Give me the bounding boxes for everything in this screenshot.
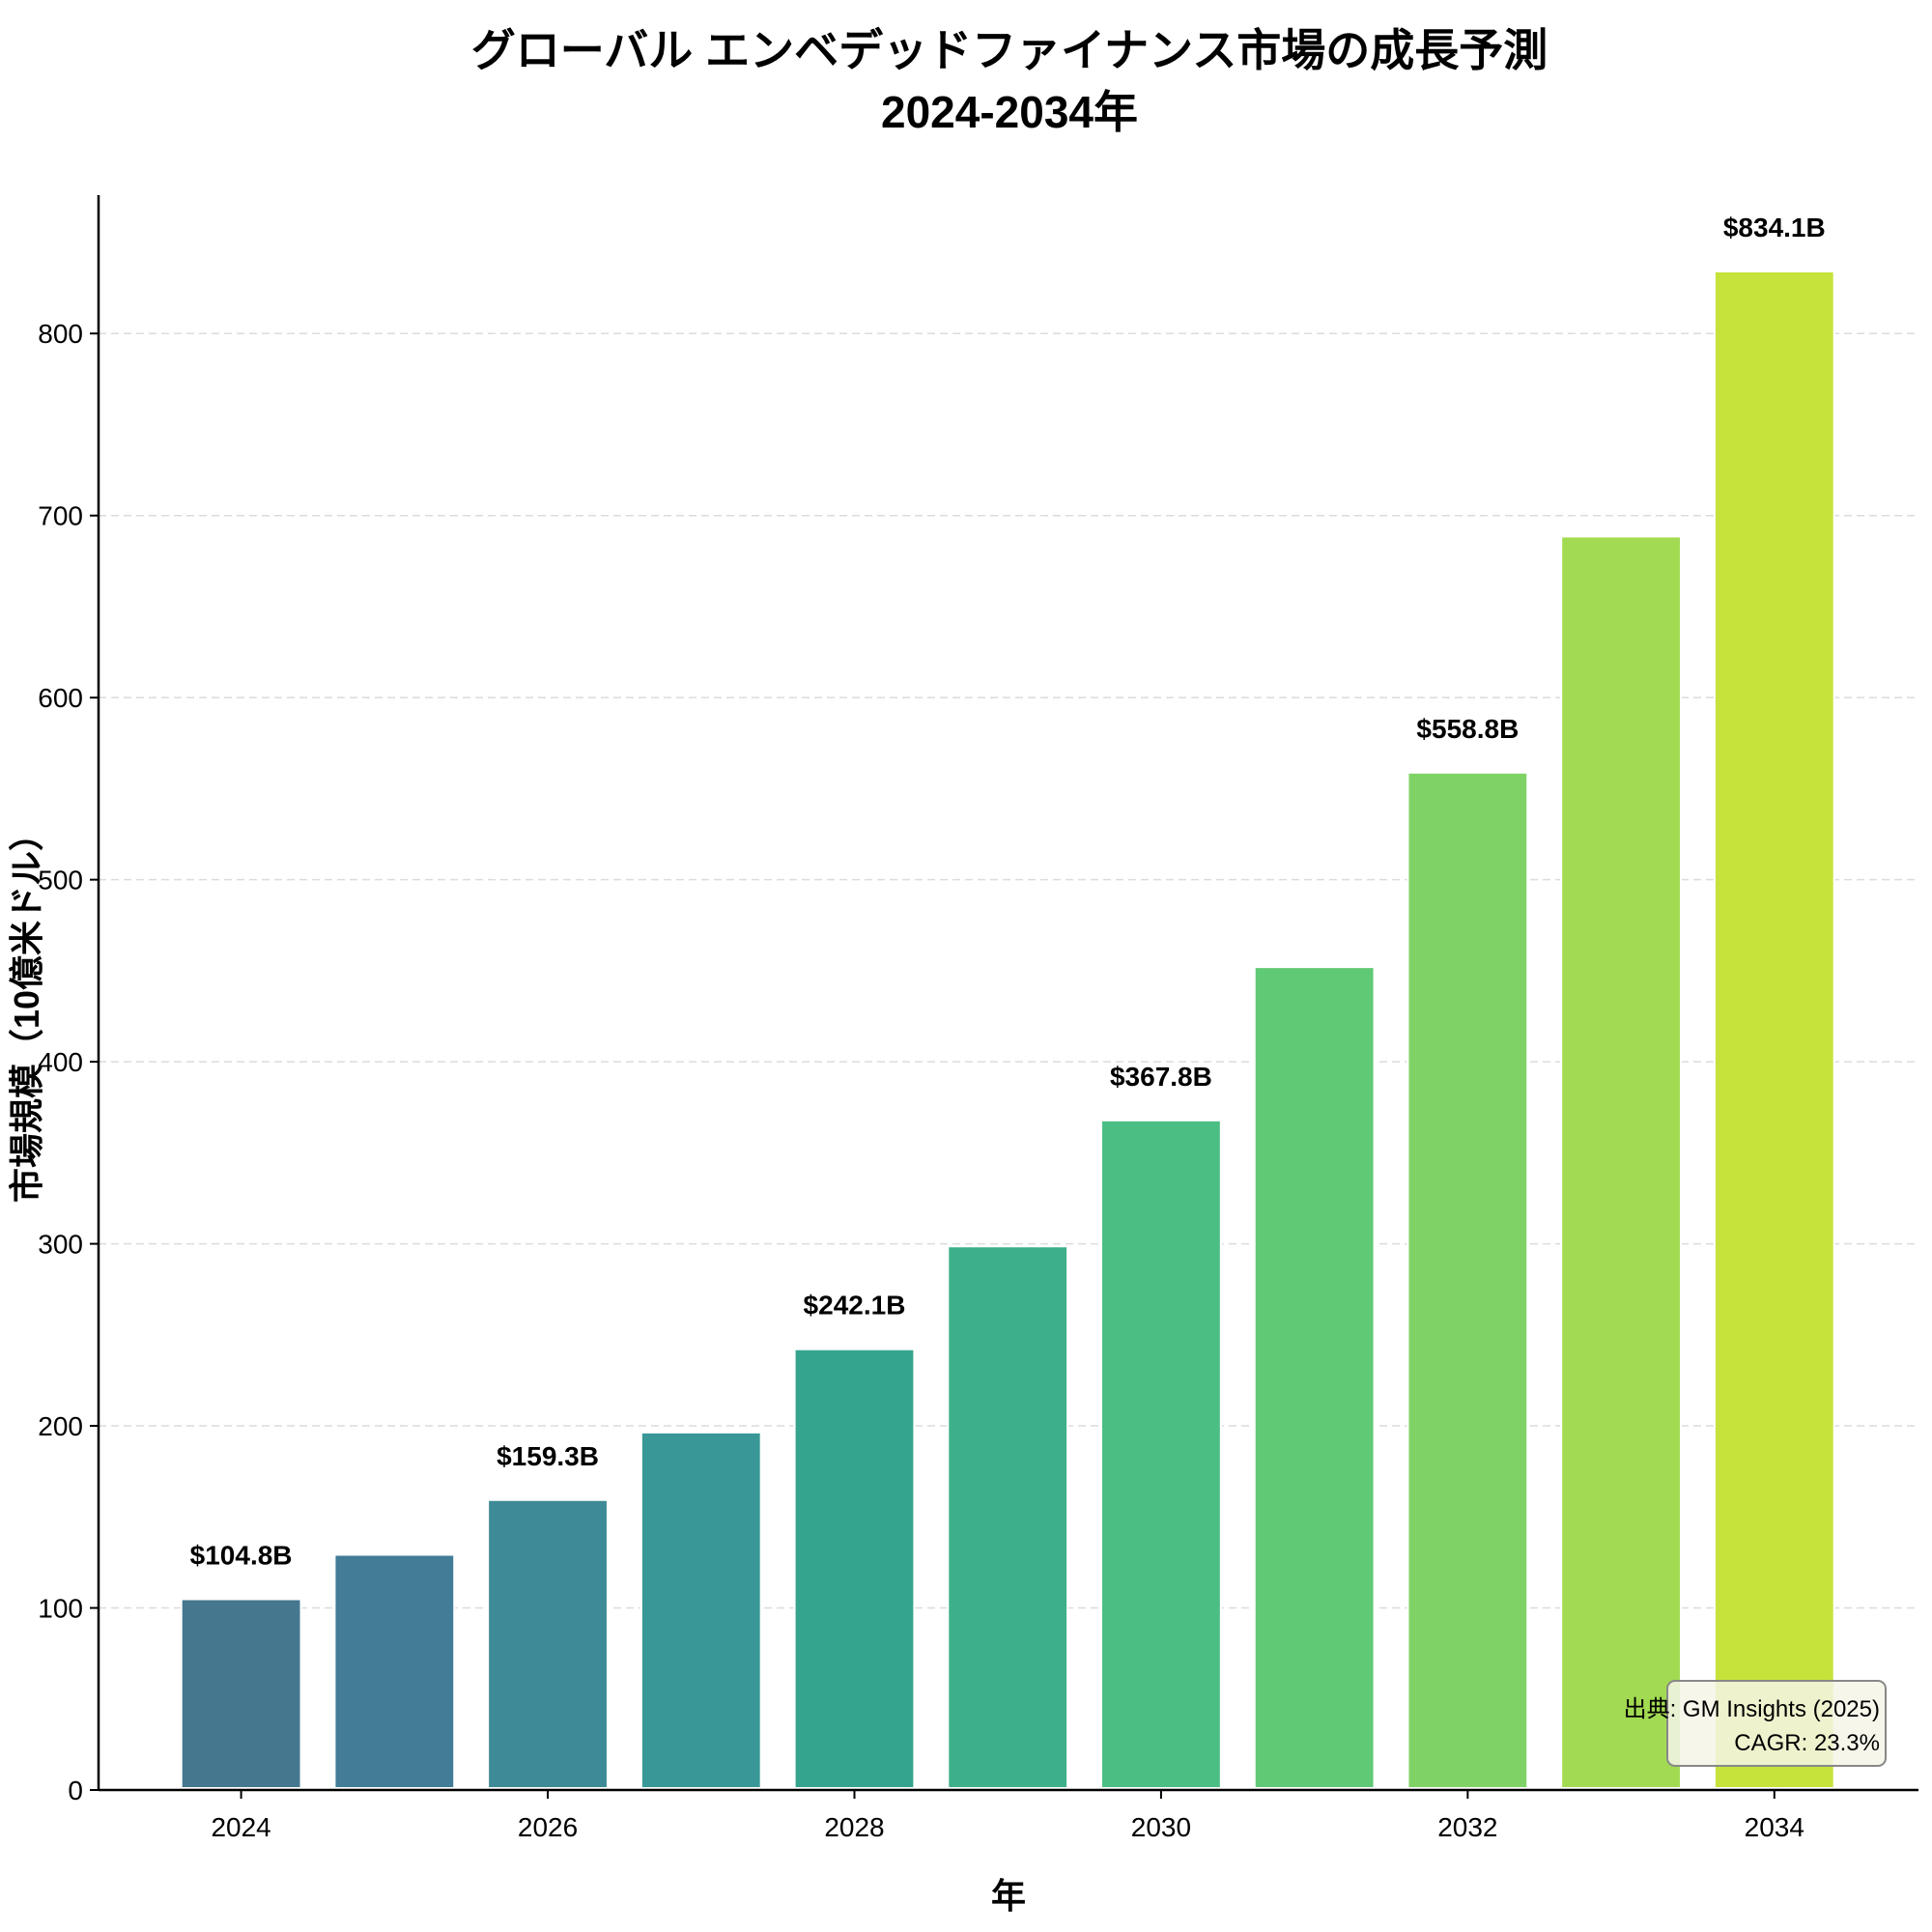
bar-2030	[1100, 1119, 1222, 1789]
y-tick-label: 600	[38, 683, 83, 713]
source-text: 出典: GM Insights (2025)	[1624, 1696, 1880, 1722]
bar-2031	[1253, 966, 1376, 1789]
x-tick-label: 2032	[1437, 1812, 1497, 1842]
bar-2032	[1406, 771, 1529, 1789]
x-tick-label: 2030	[1131, 1812, 1191, 1842]
y-tick-label: 400	[38, 1047, 83, 1077]
chart-title-line1: グローバル エンベデッドファイナンス市場の成長予測	[471, 25, 1548, 75]
y-axis-label: 市場規模（10億米ドル）	[7, 816, 46, 1203]
bar-2026	[487, 1498, 609, 1789]
y-ticks: 0 100 200 300 400 500 600 700 800	[38, 319, 99, 1805]
data-label-2026: $159.3B	[497, 1441, 599, 1471]
x-tick-label: 2024	[211, 1812, 270, 1842]
bar-2025	[333, 1553, 456, 1789]
bar-2024	[180, 1598, 302, 1790]
data-labels: $104.8B $159.3B $242.1B $367.8B $558.8B $834.…	[190, 213, 1826, 1571]
y-tick-label: 0	[68, 1776, 83, 1805]
y-tick-label: 100	[38, 1594, 83, 1624]
x-tick-label: 2026	[518, 1812, 578, 1842]
data-label-2032: $558.8B	[1416, 714, 1519, 744]
source-box: 出典: GM Insights (2025) CAGR: 23.3%	[1624, 1680, 1887, 1767]
x-axis-label: 年	[991, 1876, 1026, 1916]
x-ticks: 2024 2026 2028 2030 2032 2034	[211, 1790, 1804, 1842]
bar-2027	[639, 1431, 762, 1789]
cagr-text: CAGR: 23.3%	[1734, 1730, 1880, 1756]
data-label-2028: $242.1B	[804, 1291, 906, 1321]
data-label-2030: $367.8B	[1110, 1062, 1212, 1092]
bar-2034	[1713, 270, 1835, 1789]
y-tick-label: 300	[38, 1230, 83, 1260]
bar-2028	[793, 1348, 916, 1790]
x-tick-label: 2034	[1745, 1812, 1804, 1842]
y-tick-label: 800	[38, 319, 83, 349]
y-tick-label: 700	[38, 501, 83, 531]
bar-2033	[1560, 535, 1682, 1789]
bar-2029	[947, 1245, 1069, 1790]
bars	[180, 270, 1835, 1790]
y-tick-label: 200	[38, 1411, 83, 1441]
chart-title-line2: 2024-2034年	[881, 87, 1138, 137]
y-tick-label: 500	[38, 866, 83, 895]
data-label-2034: $834.1B	[1723, 213, 1826, 242]
x-tick-label: 2028	[824, 1812, 884, 1842]
data-label-2024: $104.8B	[190, 1540, 293, 1570]
